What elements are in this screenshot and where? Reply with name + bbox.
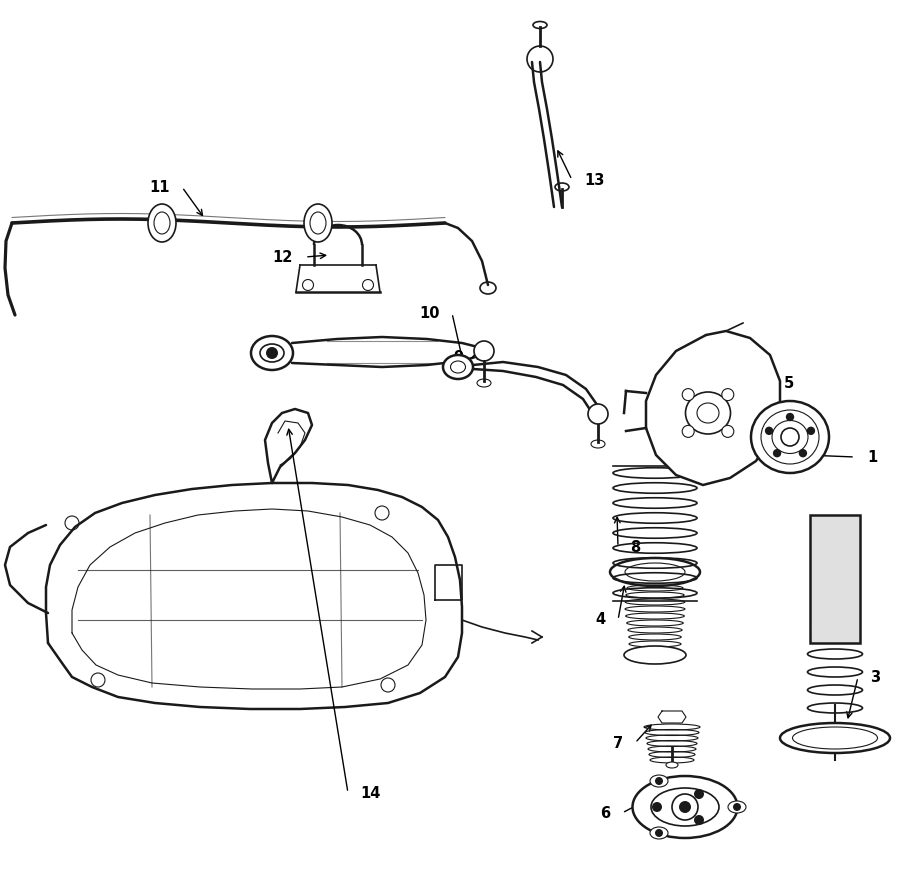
Ellipse shape [148, 204, 176, 242]
Circle shape [694, 815, 704, 825]
Circle shape [652, 802, 662, 812]
Ellipse shape [555, 183, 569, 191]
Polygon shape [646, 331, 780, 485]
Ellipse shape [751, 401, 829, 473]
Circle shape [474, 341, 494, 361]
Circle shape [765, 427, 773, 435]
Ellipse shape [304, 204, 332, 242]
Circle shape [773, 449, 781, 458]
Ellipse shape [533, 22, 547, 29]
Polygon shape [265, 409, 312, 483]
Bar [810, 515, 860, 642]
Ellipse shape [251, 336, 293, 370]
Ellipse shape [650, 775, 668, 787]
Circle shape [682, 425, 694, 438]
Circle shape [706, 373, 714, 382]
Circle shape [266, 347, 278, 359]
Ellipse shape [624, 646, 686, 664]
Text: 4: 4 [596, 612, 606, 627]
Ellipse shape [650, 827, 668, 839]
Text: 3: 3 [870, 669, 880, 684]
Text: 2: 2 [747, 380, 757, 395]
Ellipse shape [591, 440, 605, 448]
Circle shape [798, 449, 807, 458]
Circle shape [527, 46, 553, 72]
Circle shape [781, 428, 799, 446]
Polygon shape [658, 711, 686, 723]
Circle shape [733, 803, 741, 811]
Ellipse shape [666, 762, 678, 768]
Circle shape [655, 829, 663, 837]
Circle shape [694, 789, 704, 799]
Circle shape [806, 427, 815, 435]
Text: 1: 1 [867, 450, 877, 465]
Ellipse shape [610, 558, 700, 586]
Text: 10: 10 [419, 305, 440, 320]
Text: 11: 11 [149, 179, 170, 194]
Circle shape [786, 413, 794, 421]
Text: 8: 8 [630, 540, 640, 555]
Circle shape [655, 777, 663, 785]
Circle shape [679, 801, 691, 813]
Text: 9: 9 [453, 349, 463, 365]
Circle shape [672, 794, 698, 820]
Ellipse shape [477, 379, 491, 387]
Circle shape [722, 388, 734, 401]
Text: 6: 6 [600, 806, 610, 821]
Text: 5: 5 [784, 375, 794, 390]
Circle shape [682, 388, 694, 401]
Ellipse shape [728, 801, 746, 813]
Text: 12: 12 [273, 249, 293, 264]
Circle shape [756, 373, 764, 382]
Ellipse shape [633, 776, 737, 838]
Circle shape [722, 425, 734, 438]
Circle shape [588, 404, 608, 424]
Ellipse shape [443, 355, 473, 379]
Text: 14: 14 [360, 786, 381, 801]
Text: 7: 7 [613, 736, 623, 751]
Text: 13: 13 [584, 172, 605, 187]
Ellipse shape [780, 723, 890, 753]
Ellipse shape [480, 282, 496, 294]
